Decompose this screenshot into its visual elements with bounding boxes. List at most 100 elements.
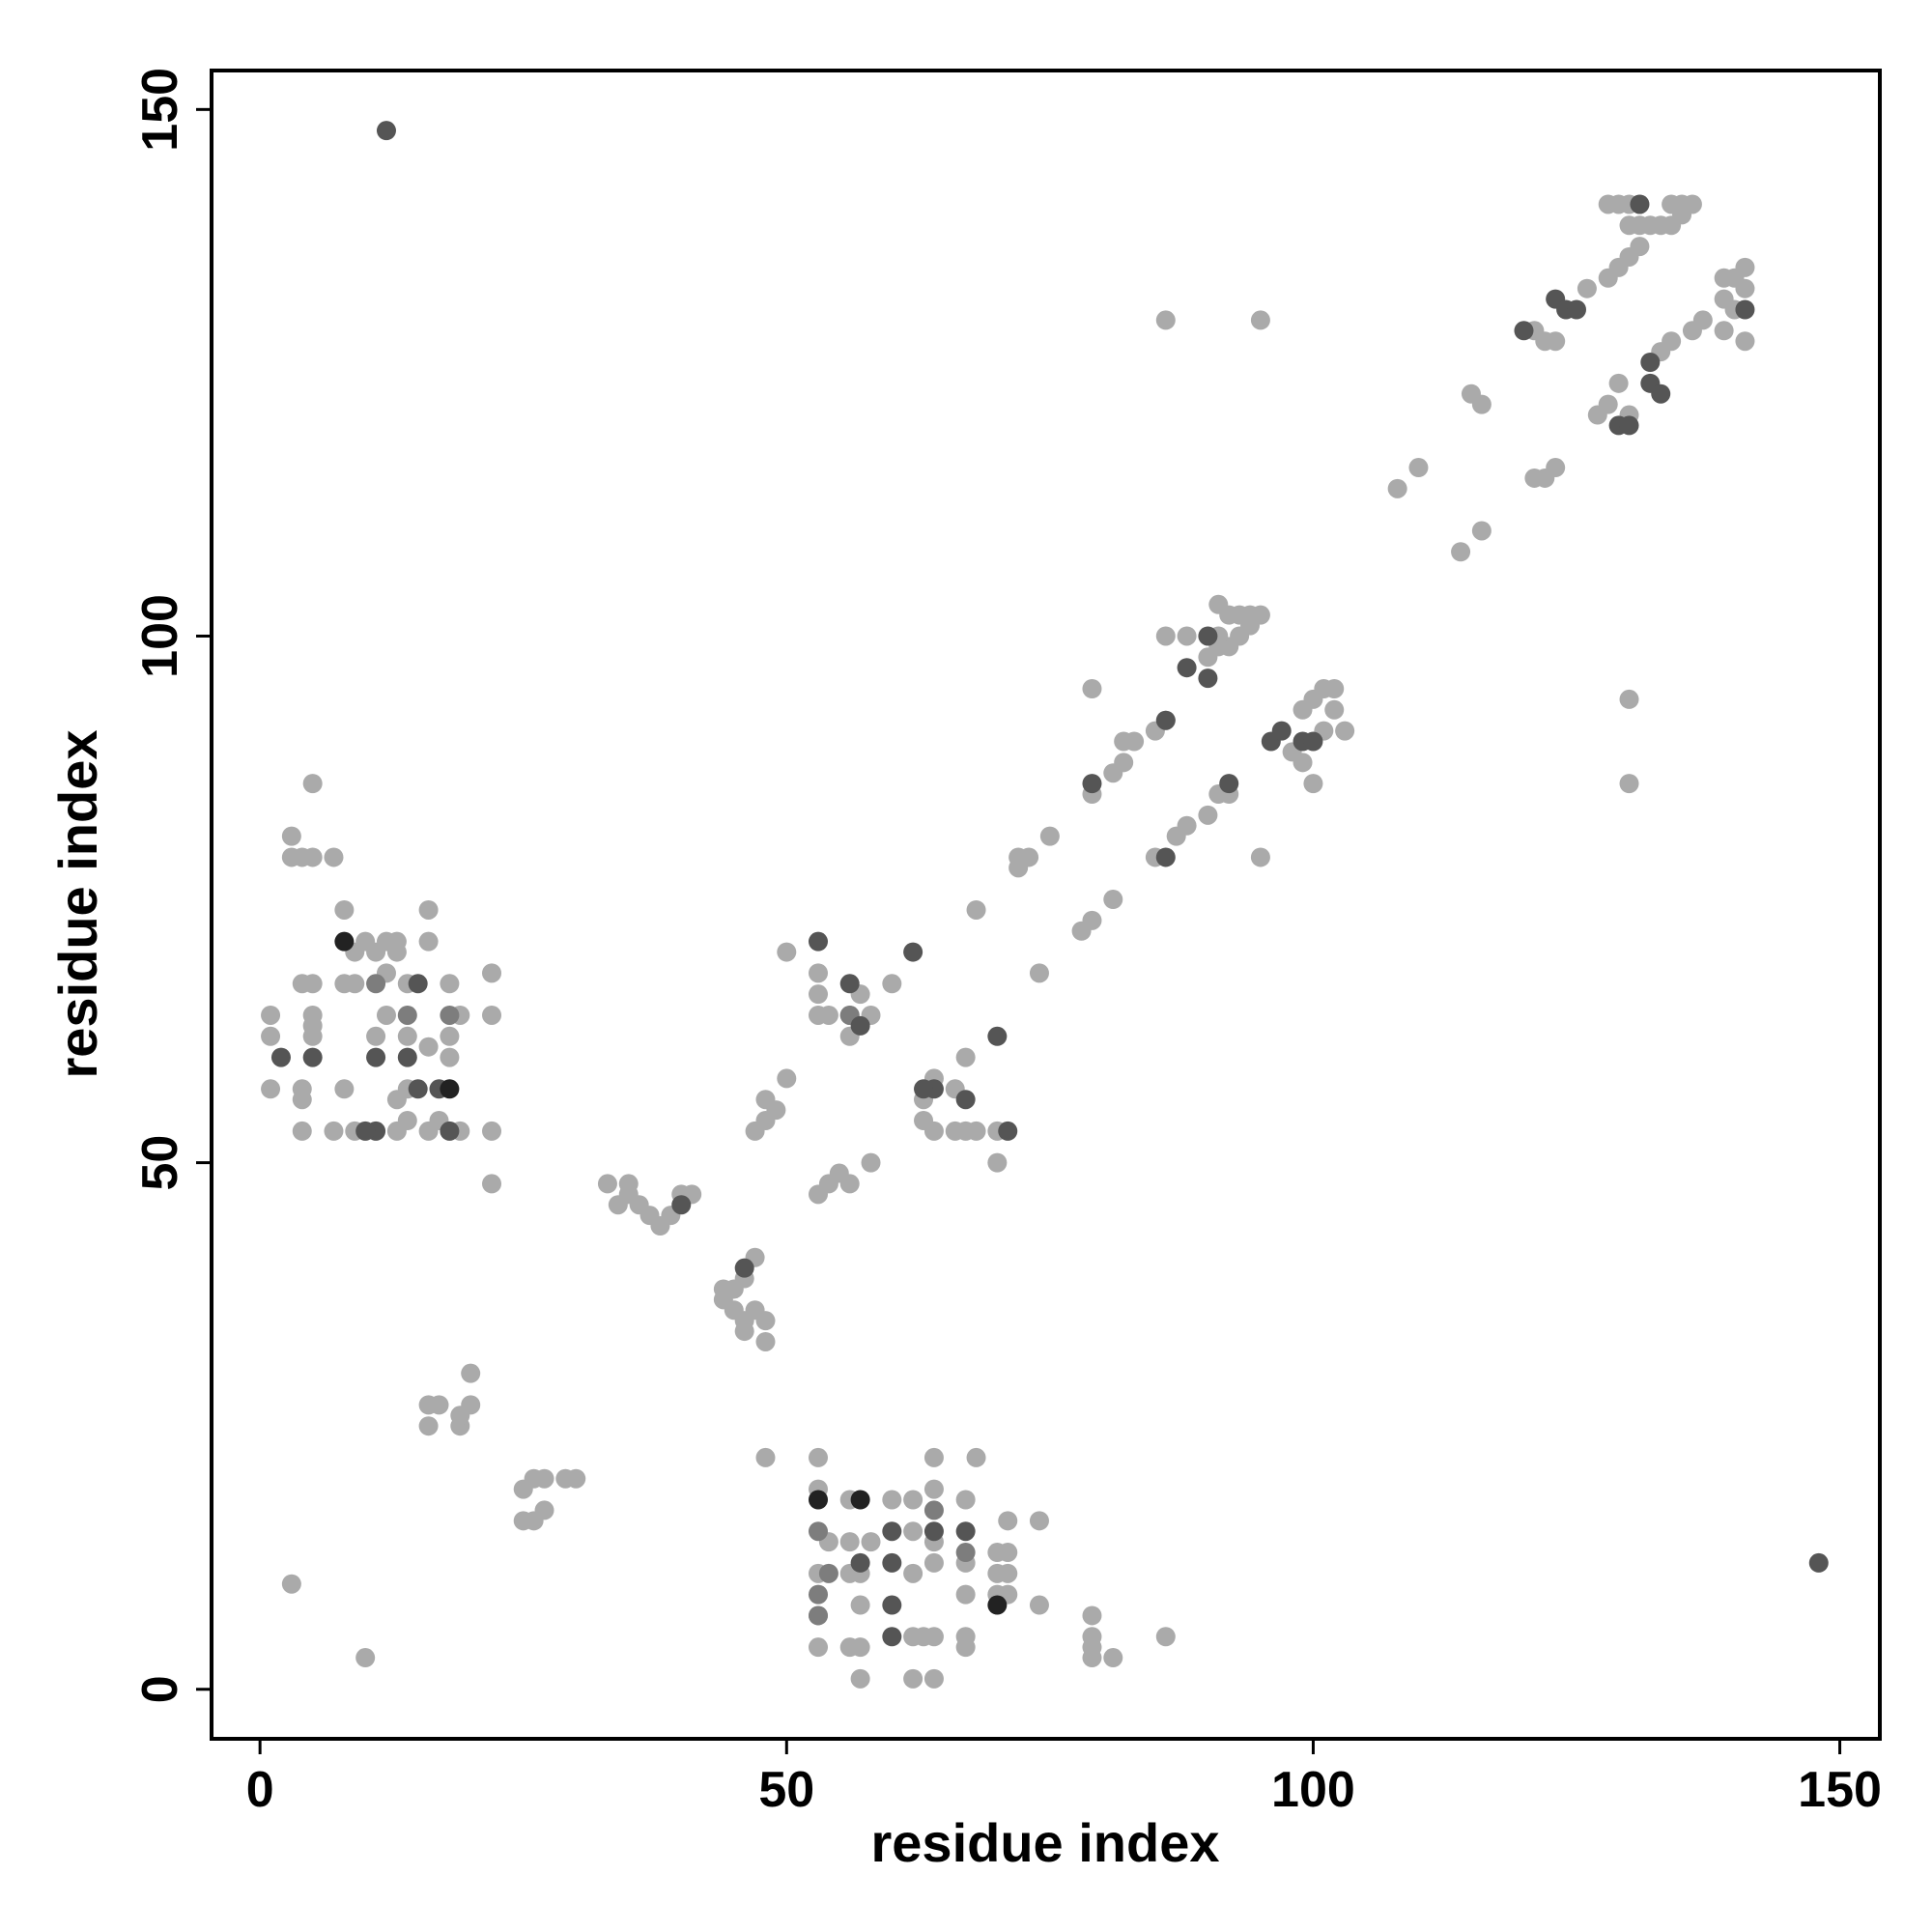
- y-tick-label: 100: [132, 594, 188, 678]
- point: [923, 1627, 944, 1647]
- point: [1071, 921, 1092, 941]
- point: [345, 974, 365, 994]
- point: [334, 931, 355, 952]
- point: [418, 1416, 439, 1436]
- point: [618, 1184, 639, 1205]
- point: [734, 1258, 754, 1278]
- point: [408, 1079, 428, 1099]
- point: [923, 1121, 944, 1141]
- point: [440, 1079, 460, 1099]
- point: [292, 1121, 312, 1141]
- point: [839, 1532, 860, 1552]
- point: [1303, 774, 1323, 794]
- point: [1735, 257, 1755, 277]
- point: [671, 1195, 692, 1215]
- point: [955, 1584, 976, 1605]
- point: [1651, 384, 1671, 404]
- point: [1198, 626, 1218, 646]
- point: [366, 974, 386, 994]
- point: [955, 1637, 976, 1658]
- point: [903, 1563, 923, 1583]
- point: [324, 847, 344, 867]
- point: [755, 1447, 776, 1467]
- point: [418, 1037, 439, 1057]
- point: [903, 1521, 923, 1542]
- point: [440, 1005, 460, 1025]
- point: [397, 1005, 417, 1025]
- y-tick-label: 50: [132, 1135, 188, 1191]
- point: [850, 1668, 870, 1689]
- point: [534, 1500, 554, 1520]
- point: [809, 1490, 828, 1510]
- point: [418, 931, 439, 952]
- point: [1630, 194, 1650, 214]
- point: [850, 1595, 870, 1615]
- point: [302, 847, 323, 867]
- point: [1714, 321, 1734, 341]
- point: [882, 1552, 902, 1573]
- point: [376, 1005, 396, 1025]
- point: [850, 1552, 870, 1573]
- point: [1735, 331, 1755, 352]
- point: [1250, 310, 1270, 330]
- point: [809, 1447, 828, 1467]
- point: [914, 1079, 934, 1099]
- point: [429, 1395, 449, 1415]
- point: [1303, 731, 1323, 752]
- point: [376, 121, 396, 141]
- point: [440, 974, 460, 994]
- point: [597, 1174, 617, 1194]
- point: [397, 1111, 417, 1131]
- point: [418, 899, 439, 920]
- point: [1029, 1511, 1049, 1531]
- point: [482, 1121, 502, 1141]
- point: [397, 1047, 417, 1067]
- point: [839, 974, 860, 994]
- point: [1155, 626, 1176, 646]
- point: [1608, 373, 1629, 393]
- point: [1598, 268, 1618, 288]
- point: [1577, 278, 1597, 298]
- point: [1471, 521, 1492, 541]
- point: [1155, 710, 1176, 730]
- point: [809, 963, 828, 983]
- point: [1808, 1552, 1829, 1573]
- point: [1029, 963, 1049, 983]
- point: [998, 1511, 1018, 1531]
- y-axis-label: residue index: [47, 729, 108, 1078]
- point: [1082, 678, 1102, 698]
- point: [366, 1047, 386, 1067]
- point: [566, 1468, 586, 1489]
- point: [998, 1563, 1018, 1583]
- point: [281, 826, 301, 846]
- point: [1451, 542, 1471, 562]
- point: [903, 1490, 923, 1510]
- point: [987, 1026, 1008, 1046]
- point: [1408, 458, 1429, 478]
- point: [450, 1406, 470, 1426]
- point: [966, 1447, 986, 1467]
- point: [850, 1490, 870, 1510]
- x-tick-label: 100: [1271, 1762, 1355, 1818]
- point: [1177, 815, 1197, 836]
- point: [903, 942, 923, 962]
- point: [1271, 721, 1292, 741]
- point: [1219, 774, 1239, 794]
- point: [482, 963, 502, 983]
- point: [1735, 299, 1755, 320]
- point: [366, 1026, 386, 1046]
- point: [408, 974, 428, 994]
- point: [324, 1121, 344, 1141]
- point: [923, 1668, 944, 1689]
- point: [923, 1521, 944, 1542]
- point: [1324, 699, 1345, 720]
- point: [1672, 205, 1692, 225]
- point: [261, 1026, 281, 1046]
- point: [923, 1500, 944, 1520]
- point: [1177, 658, 1197, 678]
- y-tick-label: 0: [132, 1675, 188, 1703]
- point: [1567, 299, 1586, 320]
- point: [1514, 321, 1534, 341]
